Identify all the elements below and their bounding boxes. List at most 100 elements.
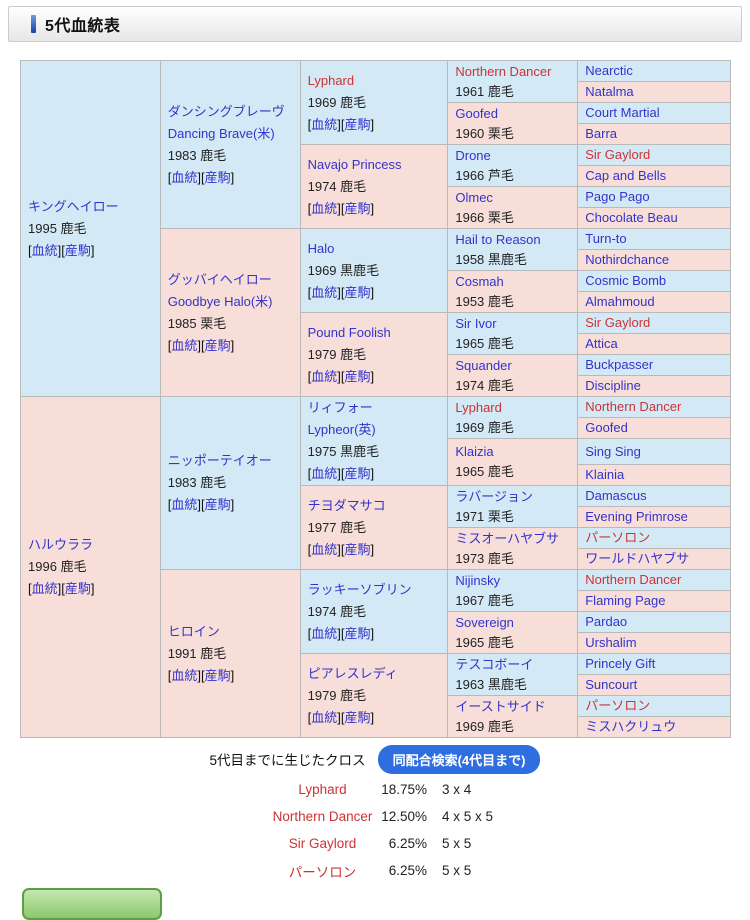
horse-name-link[interactable]: Barra (585, 126, 618, 141)
offspring-link[interactable]: 産駒 (204, 667, 231, 683)
horse-name-link[interactable]: Court Martial (585, 105, 660, 120)
offspring-link[interactable]: 産駒 (204, 337, 231, 353)
horse-name-link[interactable]: Lyphard (307, 72, 355, 88)
blood-link[interactable]: 血統 (311, 116, 338, 132)
blood-link[interactable]: 血統 (311, 284, 338, 300)
horse-name-link[interactable]: Flaming Page (585, 593, 666, 608)
horse-name-link[interactable]: Klaizia (455, 444, 494, 459)
horse-name-link[interactable]: Navajo Princess (307, 156, 402, 172)
offspring-link[interactable]: 産駒 (204, 169, 231, 185)
cross-horse-name[interactable]: Sir Gaylord (288, 836, 357, 851)
horse-name-link[interactable]: Squander (455, 357, 512, 373)
blood-link[interactable]: 血統 (31, 581, 58, 596)
horse-name-link[interactable]: Pardao (585, 614, 628, 629)
horse-name-link[interactable]: ミスハクリュウ (585, 719, 677, 734)
horse-name-link[interactable]: Turn-to (585, 231, 627, 246)
offspring-link[interactable]: 産駒 (344, 116, 371, 132)
offspring-link[interactable]: 産駒 (344, 284, 371, 300)
horse-name-link[interactable]: パーソロン (585, 698, 651, 713)
horse-name-link[interactable]: Northern Dancer (585, 399, 682, 414)
horse-name-link[interactable]: ピアレスレディ (307, 665, 398, 681)
offspring-link[interactable]: 産駒 (344, 709, 371, 725)
offspring-link[interactable]: 産駒 (204, 497, 231, 512)
horse-name-link[interactable]: ハルウララ (28, 537, 94, 552)
blood-link[interactable]: 血統 (311, 200, 338, 216)
horse-name-link[interactable]: Klainia (585, 467, 625, 482)
offspring-link[interactable]: 産駒 (344, 466, 371, 481)
horse-name-en-link[interactable]: Dancing Brave(米) (167, 125, 275, 141)
horse-name-link[interactable]: Nothirdchance (585, 252, 670, 267)
horse-name-en-link[interactable]: Lypheor(英) (307, 422, 376, 437)
blood-link[interactable]: 血統 (311, 466, 338, 481)
blood-link[interactable]: 血統 (311, 541, 338, 557)
horse-name-link[interactable]: Lyphard (455, 399, 502, 415)
blood-link[interactable]: 血統 (311, 368, 338, 384)
bottom-green-button[interactable] (22, 888, 162, 920)
horse-name-link[interactable]: Sir Ivor (455, 315, 497, 331)
horse-name-link[interactable]: Suncourt (585, 677, 638, 692)
horse-name-link[interactable]: Pago Pago (585, 189, 650, 204)
blood-link[interactable]: 血統 (171, 169, 198, 185)
horse-name-link[interactable]: テスコボーイ (455, 656, 534, 672)
horse-name-link[interactable]: ラッキーソブリン (307, 581, 412, 597)
blood-link[interactable]: 血統 (171, 667, 198, 683)
horse-name-link[interactable]: グッバイヘイロー (167, 271, 272, 287)
horse-name-link[interactable]: チヨダマサコ (307, 497, 386, 513)
horse-name-link[interactable]: Cap and Bells (585, 168, 667, 183)
horse-name-link[interactable]: Urshalim (585, 635, 637, 650)
horse-name-link[interactable]: Hail to Reason (455, 231, 541, 247)
horse-name-link[interactable]: パーソロン (585, 530, 651, 545)
offspring-link[interactable]: 産駒 (344, 368, 371, 384)
horse-name-link[interactable]: Olmec (455, 189, 493, 205)
horse-name-link[interactable]: Cosmah (455, 273, 504, 289)
horse-name-link[interactable]: Sir Gaylord (585, 315, 651, 330)
offspring-link[interactable]: 産駒 (344, 625, 371, 641)
blood-link[interactable]: 血統 (171, 497, 198, 512)
horse-name-link[interactable]: ダンシングブレーヴ (167, 103, 285, 119)
horse-name-link[interactable]: Northern Dancer (455, 63, 552, 79)
blood-link[interactable]: 血統 (31, 242, 58, 258)
horse-name-link[interactable]: Natalma (585, 84, 634, 99)
same-mating-search-button[interactable]: 同配合検索(4代目まで) (377, 744, 541, 774)
horse-name-link[interactable]: Princely Gift (585, 656, 656, 671)
horse-name-link[interactable]: ミスオーハヤブサ (455, 530, 560, 546)
blood-link[interactable]: 血統 (311, 709, 338, 725)
horse-name-link[interactable]: Evening Primrose (585, 509, 688, 524)
horse-name-link[interactable]: キングヘイロー (28, 198, 119, 214)
horse-name-link[interactable]: ヒロイン (167, 623, 220, 639)
horse-name-link[interactable]: Chocolate Beau (585, 210, 678, 225)
horse-name-link[interactable]: Damascus (585, 488, 647, 503)
horse-name-link[interactable]: ワールドハヤブサ (585, 551, 690, 566)
offspring-link[interactable]: 産駒 (64, 581, 91, 596)
blood-link[interactable]: 血統 (171, 337, 198, 353)
offspring-link[interactable]: 産駒 (64, 242, 91, 258)
blood-link[interactable]: 血統 (311, 625, 338, 641)
horse-name-link[interactable]: Buckpasser (585, 357, 654, 372)
horse-name-link[interactable]: Goofed (455, 105, 499, 121)
horse-name-link[interactable]: Nearctic (585, 63, 633, 78)
horse-name-link[interactable]: Pound Foolish (307, 324, 391, 340)
offspring-link[interactable]: 産駒 (344, 541, 371, 557)
cross-horse-name[interactable]: Northern Dancer (272, 809, 373, 824)
pedigree-cell: ダンシングブレーヴ Dancing Brave(米) 1983 鹿毛 [血統][産駒] (159, 60, 301, 229)
cross-horse-name[interactable]: パーソロン (288, 864, 357, 880)
horse-name-link[interactable]: Drone (455, 147, 491, 163)
horse-name-link[interactable]: リィフォー (307, 400, 373, 415)
horse-name-link[interactable]: Sir Gaylord (585, 147, 651, 162)
horse-name-link[interactable]: Halo (307, 240, 335, 256)
offspring-link[interactable]: 産駒 (344, 200, 371, 216)
cross-horse-name[interactable]: Lyphard (298, 782, 347, 797)
horse-name-link[interactable]: Sing Sing (585, 443, 641, 459)
horse-name-link[interactable]: Discipline (585, 378, 641, 393)
horse-name-link[interactable]: Nijinsky (455, 572, 501, 588)
horse-name-link[interactable]: Sovereign (455, 614, 514, 630)
horse-name-en-link[interactable]: Goodbye Halo(米) (167, 293, 273, 309)
horse-name-link[interactable]: Attica (585, 336, 618, 351)
horse-name-link[interactable]: イーストサイド (455, 698, 546, 714)
horse-name-link[interactable]: Goofed (585, 420, 628, 435)
horse-name-link[interactable]: Cosmic Bomb (585, 273, 667, 288)
horse-name-link[interactable]: Northern Dancer (585, 572, 682, 587)
horse-name-link[interactable]: Almahmoud (585, 294, 655, 309)
horse-name-link[interactable]: ニッポーテイオー (167, 453, 272, 468)
horse-name-link[interactable]: ラバージョン (455, 488, 533, 504)
